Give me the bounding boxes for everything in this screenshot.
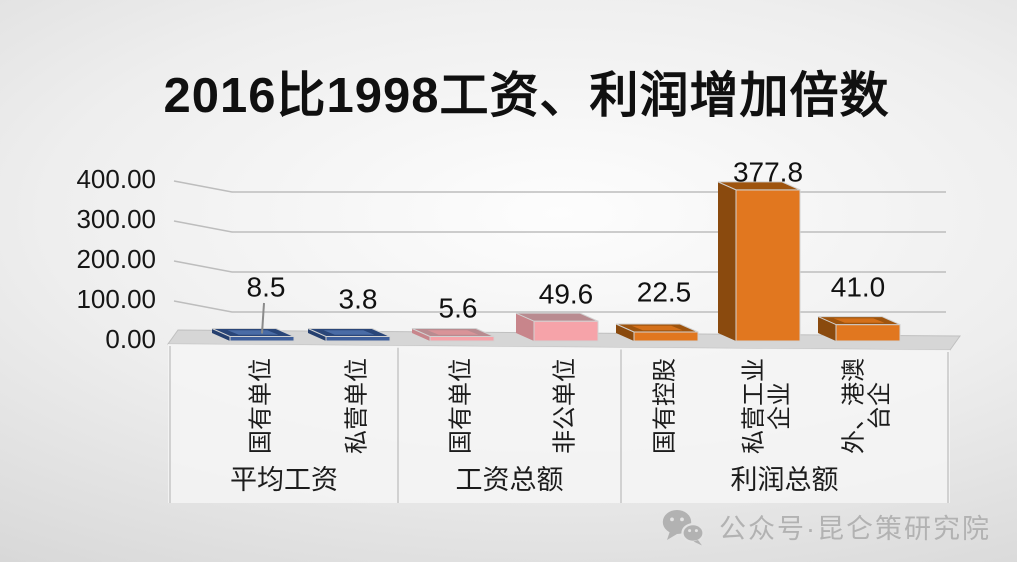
chart-title: 2016比1998工资、利润增加倍数: [163, 69, 890, 123]
category-label: 非公单位: [551, 358, 578, 454]
y-tick-label: 200.00: [76, 244, 156, 274]
category-label: 国有单位: [447, 358, 474, 454]
watermark-text: 公众号·昆仑策研究院: [719, 514, 991, 544]
y-tick-label: 100.00: [76, 284, 156, 314]
gridline: [173, 260, 946, 273]
group-label: 利润总额: [731, 465, 839, 495]
bar-top-face: [515, 312, 599, 322]
data-label-leader-line: [261, 302, 265, 334]
bar-front-face: [835, 324, 901, 342]
wechat-icon: [662, 509, 705, 545]
category-label: 私营工业企业: [740, 358, 793, 454]
bar-side-face: [212, 328, 230, 341]
bar-side-face: [616, 324, 634, 341]
bar-side-face: [412, 328, 430, 341]
data-label: 49.6: [539, 278, 594, 309]
y-tick-label: 400.00: [76, 164, 156, 194]
bar-front-face: [735, 189, 801, 342]
bar-top-face: [717, 181, 801, 191]
category-label: 私营单位: [343, 358, 370, 454]
gridline: [173, 300, 946, 313]
watermark: 公众号·昆仑策研究院: [661, 507, 991, 546]
bar-top-inner: [631, 325, 683, 331]
data-label: 8.5: [247, 271, 286, 302]
bar-side-face: [308, 328, 326, 341]
category-label: 国有单位: [247, 358, 274, 454]
bar-top-inner: [427, 330, 479, 335]
group-label: 平均工资: [230, 465, 338, 495]
gridline: [173, 180, 946, 193]
bar-side-face: [718, 181, 736, 341]
bar-front-face: [533, 320, 599, 342]
bar-top-inner: [323, 330, 375, 335]
y-tick-label: 0.00: [105, 324, 156, 354]
bar-front-face: [429, 336, 495, 342]
data-label: 377.8: [733, 156, 803, 187]
data-label: 3.8: [339, 283, 378, 314]
data-label: 5.6: [439, 292, 478, 323]
bar-top-inner: [833, 318, 885, 323]
bar-top-inner: [227, 330, 279, 335]
data-label: 22.5: [637, 276, 692, 307]
bar-front-face: [633, 331, 699, 342]
data-label: 41.0: [831, 271, 886, 302]
bar-side-face: [516, 313, 534, 341]
gridline: [173, 220, 946, 233]
bar-front-face: [325, 336, 391, 342]
category-panel: [168, 344, 950, 503]
bar-front-face: [229, 336, 295, 342]
group-label: 工资总额: [456, 465, 564, 495]
category-label: 外、港澳台企: [840, 358, 893, 454]
y-tick-label: 300.00: [76, 204, 156, 234]
category-label: 国有控股: [651, 358, 678, 454]
